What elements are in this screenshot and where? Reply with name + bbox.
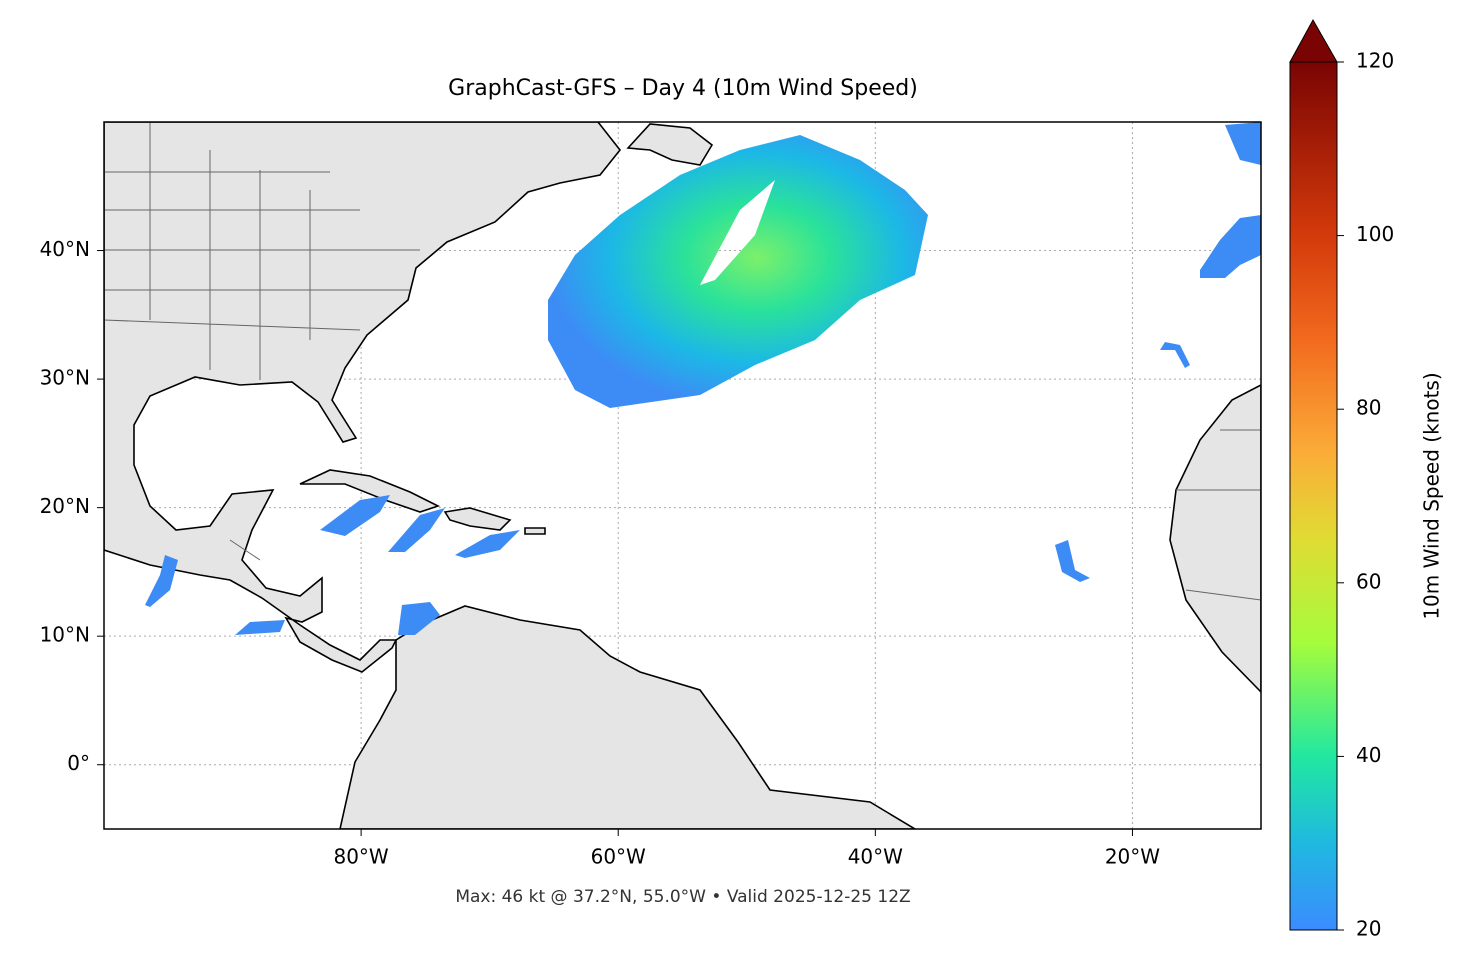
- africa: [1169, 384, 1261, 694]
- hispaniola: [443, 507, 512, 531]
- y-tick-label: 40°N: [40, 237, 90, 261]
- map-frame: [103, 121, 1262, 830]
- x-tick-label: 80°W: [333, 845, 388, 869]
- colorbar-tick-label: 120: [1356, 49, 1394, 73]
- colorbar-label: 10m Wind Speed (knots): [1420, 372, 1444, 619]
- wind-swath: [548, 135, 928, 408]
- north-america: [104, 122, 622, 673]
- y-tick-label: 0°: [67, 751, 90, 775]
- state-borders: [104, 122, 1261, 601]
- x-tick-label: 60°W: [591, 845, 646, 869]
- y-tick-label: 20°N: [40, 494, 90, 518]
- y-tick-label: 10°N: [40, 623, 90, 647]
- colorbar-tick-label: 40: [1356, 743, 1381, 767]
- colorbar-extend-arrow: [1289, 18, 1338, 63]
- colorbar-tick-label: 80: [1356, 396, 1381, 420]
- colorbar-gradient: [1289, 61, 1338, 931]
- colorbar-tick-label: 60: [1356, 569, 1381, 593]
- colorbar-tick-label: 20: [1356, 917, 1381, 941]
- south-america: [339, 605, 917, 829]
- x-tick-label: 40°W: [848, 845, 903, 869]
- puerto-rico: [524, 527, 546, 535]
- y-tick-label: 30°N: [40, 366, 90, 390]
- x-tick-label: 20°W: [1105, 845, 1160, 869]
- map-area: [104, 122, 1261, 829]
- colorbar: 10m Wind Speed (knots) 20 40 60 80 100 120: [1289, 18, 1444, 941]
- cuba: [299, 469, 441, 513]
- newfoundland: [626, 123, 714, 166]
- chart-title: GraphCast-GFS – Day 4 (10m Wind Speed): [448, 76, 918, 101]
- footer-note: Max: 46 kt @ 37.2°N, 55.0°W • Valid 2025…: [455, 887, 910, 907]
- colorbar-tick-label: 100: [1356, 222, 1394, 246]
